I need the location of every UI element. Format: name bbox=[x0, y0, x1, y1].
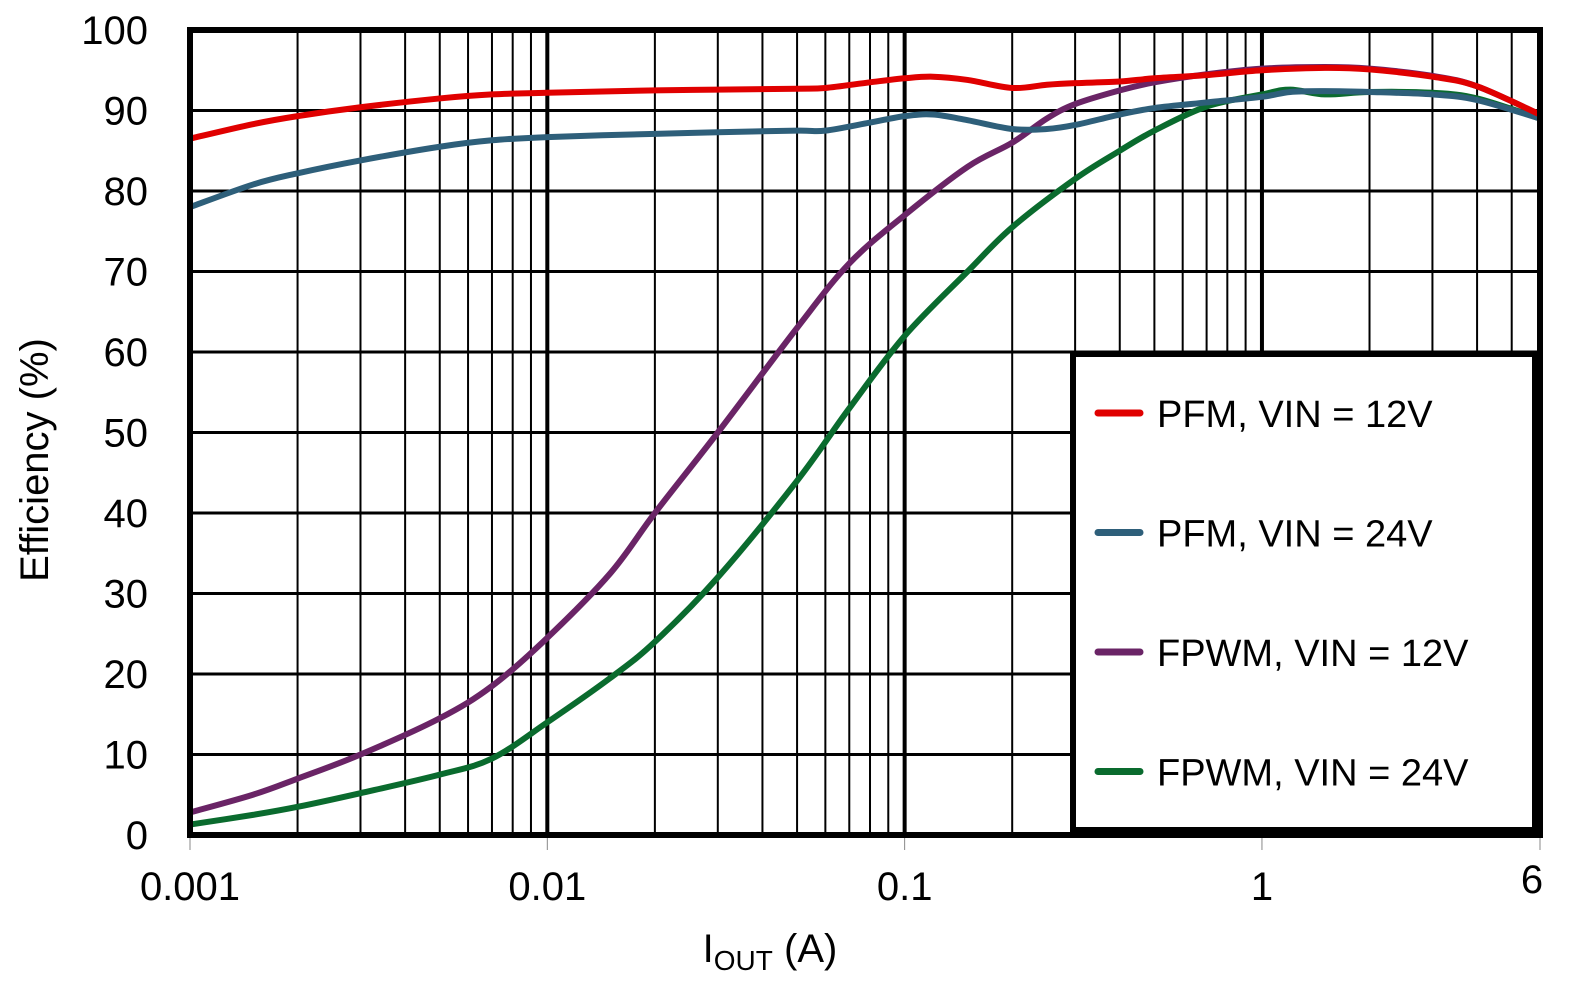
y-tick-label: 90 bbox=[104, 90, 149, 134]
y-axis-label: Efficiency (%) bbox=[13, 338, 57, 582]
plot-frame bbox=[187, 27, 1543, 838]
x-tick-label: 0.1 bbox=[877, 865, 933, 909]
legend-box bbox=[1070, 351, 1538, 833]
y-tick-label: 100 bbox=[81, 9, 148, 53]
legend: PFM, VIN = 12V PFM, VIN = 24V FPWM, VIN = … bbox=[1070, 351, 1538, 833]
x-axis-ticks: 0.001 0.01 0.1 1 6 bbox=[140, 838, 1543, 909]
y-tick-label: 60 bbox=[104, 331, 149, 375]
y-axis-ticks: 0 10 20 30 40 50 60 70 80 90 100 bbox=[81, 9, 148, 858]
x-tick-label: 6 bbox=[1521, 858, 1543, 902]
y-tick-label: 50 bbox=[104, 412, 149, 456]
series-line bbox=[187, 88, 1543, 211]
y-tick-label: 30 bbox=[104, 573, 149, 617]
y-tick-label: 40 bbox=[104, 492, 149, 536]
x-tick-label: 1 bbox=[1251, 865, 1273, 909]
legend-label: PFM, VIN = 24V bbox=[1157, 514, 1433, 556]
series-line bbox=[187, 64, 1543, 142]
x-tick-label: 0.001 bbox=[140, 865, 240, 909]
legend-label: FPWM, VIN = 12V bbox=[1157, 633, 1469, 675]
series-lines bbox=[187, 64, 1543, 828]
x-axis-label: IOUT (A) bbox=[703, 927, 838, 976]
x-tick-label: 0.01 bbox=[508, 865, 586, 909]
legend-label: PFM, VIN = 12V bbox=[1157, 394, 1433, 436]
y-tick-label: 80 bbox=[104, 170, 149, 214]
y-tick-label: 10 bbox=[104, 734, 149, 778]
y-tick-label: 20 bbox=[104, 653, 149, 697]
y-tick-label: 0 bbox=[126, 814, 148, 858]
y-tick-label: 70 bbox=[104, 251, 149, 295]
legend-label: FPWM, VIN = 24V bbox=[1157, 753, 1469, 795]
